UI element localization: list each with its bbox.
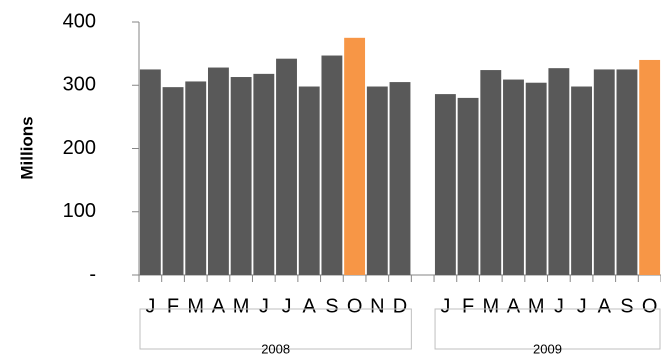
x-tick-label: J — [440, 295, 450, 317]
bar — [185, 81, 207, 275]
x-tick-label: J — [554, 295, 564, 317]
x-tick-label: F — [462, 295, 474, 317]
x-tick-label: A — [212, 295, 226, 317]
bar — [321, 55, 343, 276]
x-tick-label: J — [282, 295, 292, 317]
bar — [298, 86, 320, 275]
x-tick-label: J — [577, 295, 587, 317]
bar — [344, 37, 366, 275]
x-tick-label: J — [259, 295, 269, 317]
group-label: 2009 — [533, 341, 562, 356]
x-tick-label: O — [642, 295, 658, 317]
bar — [639, 59, 661, 276]
bar — [389, 82, 411, 276]
bar — [162, 87, 184, 276]
y-tick-label: - — [89, 263, 96, 285]
y-tick-label: 400 — [63, 10, 96, 32]
bar — [571, 86, 593, 275]
group-box — [434, 308, 661, 350]
bar — [480, 70, 502, 275]
bar — [525, 82, 547, 275]
x-tick-label: M — [187, 295, 204, 317]
x-tick-label: S — [620, 295, 633, 317]
bar — [548, 68, 570, 275]
x-tick-label: O — [347, 295, 363, 317]
group-label: 2008 — [261, 341, 290, 356]
y-axis-label: Millions — [17, 116, 36, 179]
x-tick-label: N — [370, 295, 384, 317]
bar — [276, 58, 297, 276]
y-tick-label: 300 — [63, 74, 96, 96]
bar — [434, 94, 456, 275]
bar — [253, 73, 275, 276]
y-tick-label: 100 — [63, 200, 96, 222]
bar — [503, 79, 524, 276]
x-tick-label: F — [167, 295, 179, 317]
bar — [230, 77, 252, 275]
group-box — [139, 308, 412, 350]
x-tick-label: M — [233, 295, 250, 317]
x-tick-label: A — [507, 295, 521, 317]
x-tick-label: M — [482, 295, 499, 317]
x-tick-label: S — [325, 295, 338, 317]
bar — [366, 86, 388, 275]
x-tick-label: M — [528, 295, 545, 317]
x-tick-label: A — [598, 295, 612, 317]
x-tick-label: D — [393, 295, 407, 317]
bar — [139, 69, 161, 275]
bar — [457, 97, 479, 276]
bar — [207, 67, 229, 275]
y-tick-label: 200 — [63, 137, 96, 159]
bar — [593, 69, 615, 275]
x-tick-label: J — [145, 295, 155, 317]
x-tick-label: A — [303, 295, 317, 317]
bar — [616, 69, 638, 275]
